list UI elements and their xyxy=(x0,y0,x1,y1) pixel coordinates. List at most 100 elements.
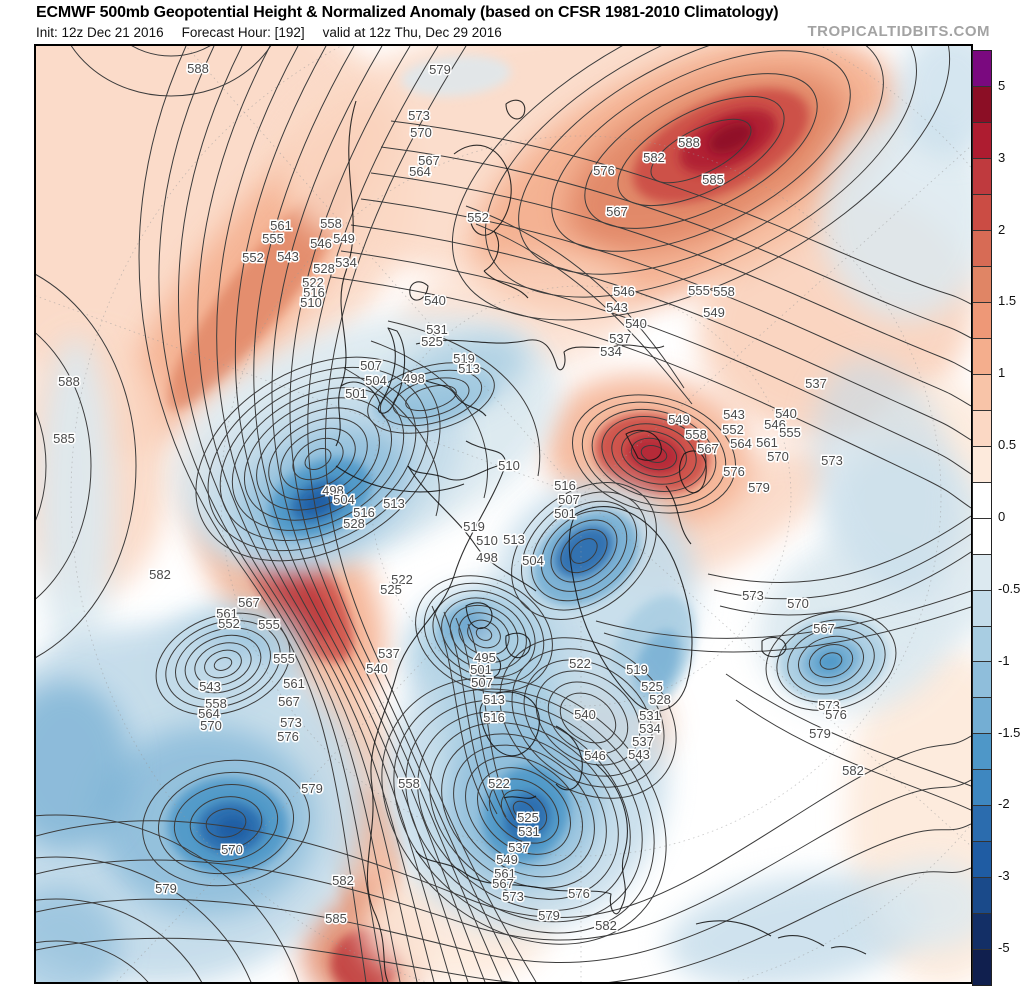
height-contour-line xyxy=(707,515,971,584)
height-contour-ring xyxy=(530,500,638,602)
forecast-hour-label: Forecast Hour: [192] xyxy=(181,25,305,40)
height-contour-line xyxy=(713,533,971,600)
colorbar-tick: 0.5 xyxy=(998,437,1017,453)
contour-value-label: 585 xyxy=(325,911,347,926)
height-contour-ring xyxy=(142,759,310,887)
coastline xyxy=(830,945,867,955)
colorbar-segment xyxy=(973,770,991,807)
height-contour-ring xyxy=(195,356,441,562)
coastline xyxy=(483,230,499,272)
height-contour-ring xyxy=(131,46,211,57)
coastline xyxy=(483,270,529,299)
contour-value-label: 576 xyxy=(568,886,590,901)
height-contour-ring xyxy=(819,652,843,670)
coastline xyxy=(625,429,662,461)
height-contour-line xyxy=(289,46,503,982)
colorbar-segment xyxy=(973,842,991,879)
height-contour-ring xyxy=(393,688,655,934)
colorbar-segment xyxy=(973,950,991,986)
colorbar-segment xyxy=(973,554,991,591)
height-contour-ring xyxy=(219,376,417,542)
contour-value-label: 552 xyxy=(722,422,744,437)
height-contour-line xyxy=(158,46,384,982)
contour-value-label: 582 xyxy=(842,763,864,778)
contour-value-label: 558 xyxy=(685,427,707,442)
contour-value-label: 504 xyxy=(333,492,355,507)
anomaly-shading-blob xyxy=(401,55,511,97)
height-contour-ring xyxy=(535,670,641,766)
height-contour-line xyxy=(455,617,507,818)
height-contour-ring xyxy=(36,940,149,982)
contour-value-label: 519 xyxy=(463,519,485,534)
contour-value-label: 555 xyxy=(262,231,284,246)
contour-value-label: 522 xyxy=(488,776,510,791)
contour-value-label: 534 xyxy=(335,255,357,270)
contour-value-label: 567 xyxy=(278,694,300,709)
colorbar-segment xyxy=(973,194,991,231)
height-contour-ring xyxy=(381,677,667,945)
height-contour-ring xyxy=(194,642,252,686)
height-contour-ring xyxy=(617,95,785,207)
contour-value-label: 516 xyxy=(353,505,375,520)
height-contour-ring xyxy=(621,430,687,478)
contour-value-label: 567 xyxy=(492,876,514,891)
colorbar-tick: 1.5 xyxy=(998,293,1017,309)
contour-value-label: 534 xyxy=(639,721,661,736)
contour-value-label: 531 xyxy=(518,824,540,839)
anomaly-shading-blob xyxy=(504,791,550,845)
height-contour-ring xyxy=(808,644,854,678)
colorbar-segment xyxy=(973,230,991,267)
contour-value-label: 534 xyxy=(600,344,622,359)
graticule-circle xyxy=(370,285,792,707)
contour-value-label: 504 xyxy=(522,553,544,568)
contour-value-label: 516 xyxy=(554,478,576,493)
height-contour-line xyxy=(138,46,367,982)
contour-value-label: 522 xyxy=(391,572,413,587)
colorbar-tick: -0.5 xyxy=(998,580,1021,596)
height-contour-line xyxy=(36,735,971,919)
contour-value-label: 525 xyxy=(421,334,443,349)
colorbar-segment xyxy=(973,482,991,519)
height-contour-ring xyxy=(591,408,717,500)
contour-value-label: 576 xyxy=(723,464,745,479)
contour-value-label: 510 xyxy=(476,533,498,548)
contour-value-label: 573 xyxy=(742,588,764,603)
contour-value-label: 552 xyxy=(218,616,240,631)
contour-value-label: 513 xyxy=(483,692,505,707)
height-contour-ring xyxy=(550,519,618,583)
coastline xyxy=(407,440,507,481)
colorbar-segment xyxy=(973,626,991,663)
height-contour-ring xyxy=(476,767,572,855)
contour-value-label: 582 xyxy=(332,873,354,888)
height-contour-ring xyxy=(571,394,737,514)
height-contour-line xyxy=(234,46,452,982)
contour-value-label: 579 xyxy=(748,480,770,495)
contour-value-label: 576 xyxy=(825,707,847,722)
contour-value-label: 549 xyxy=(496,852,518,867)
coastline xyxy=(665,485,692,545)
contour-value-label: 507 xyxy=(360,358,382,373)
colorbar-segment xyxy=(973,374,991,411)
height-contour-ring xyxy=(175,627,271,701)
contour-value-label: 579 xyxy=(301,781,323,796)
contour-value-label: 567 xyxy=(606,204,628,219)
contour-value-label: 540 xyxy=(366,661,388,676)
height-contour-line xyxy=(177,46,401,982)
contour-value-label: 525 xyxy=(380,582,402,597)
height-contour-ring xyxy=(520,491,648,611)
contour-value-label: 579 xyxy=(429,62,451,77)
contour-value-label: 564 xyxy=(198,706,220,721)
anomaly-shading-blob xyxy=(384,334,528,418)
height-contour-ring xyxy=(36,274,137,658)
height-contour-line xyxy=(197,46,418,982)
contour-value-label: 567 xyxy=(418,153,440,168)
contour-value-label: 552 xyxy=(242,250,264,265)
contour-value-label: 543 xyxy=(723,407,745,422)
height-contour-ring xyxy=(511,648,665,788)
height-contour-ring xyxy=(601,416,707,492)
height-contour-ring xyxy=(256,407,380,511)
contour-value-label: 507 xyxy=(471,675,493,690)
coastline xyxy=(505,99,526,120)
height-contour-ring xyxy=(650,118,752,184)
